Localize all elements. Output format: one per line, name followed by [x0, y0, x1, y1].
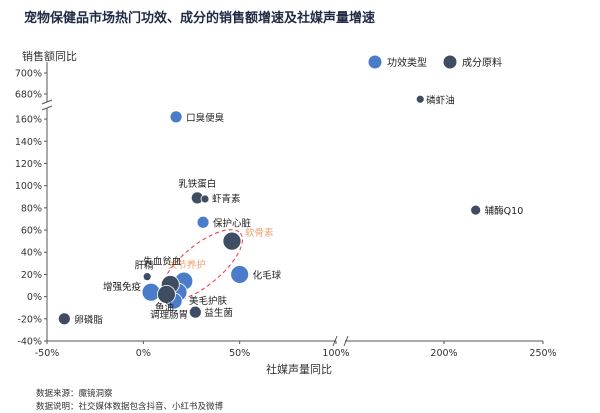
point-label-磷虾油: 磷虾油	[426, 94, 455, 106]
y-tick-label: 680%	[15, 90, 42, 101]
point-保护心脏	[196, 215, 210, 229]
point-口臭便臭	[169, 110, 183, 124]
y-axis-title: 销售额同比	[22, 49, 77, 63]
point-益生菌	[188, 305, 202, 319]
x-tick-label: 100%	[322, 348, 349, 359]
point-label-虾青素: 虾青素	[212, 193, 241, 205]
y-break-mark-2	[41, 105, 53, 111]
source-note: 数据来源：魔镜洞察	[36, 388, 113, 399]
legend-marker-0	[368, 55, 382, 69]
y-tick-label: 100%	[15, 181, 42, 192]
point-label-调理肠胃: 调理肠胃	[150, 310, 188, 321]
point-辅酶Q10	[470, 204, 482, 216]
x-tick-label: 50%	[229, 348, 250, 359]
point-label-增强免疫: 增强免疫	[103, 281, 142, 293]
legend-label-1: 成分原料	[462, 56, 502, 69]
legend-marker-1	[443, 55, 457, 69]
point-label-肝精: 肝精	[135, 260, 155, 272]
point-label-卵磷脂: 卵磷脂	[74, 314, 103, 326]
y-tick-label: 140%	[15, 137, 42, 148]
y-tick-label: 80%	[21, 203, 42, 214]
point-虾青素	[200, 194, 210, 204]
point-label-乳铁蛋白: 乳铁蛋白	[178, 178, 216, 190]
y-tick-label: -20%	[17, 314, 42, 325]
point-磷虾油	[415, 94, 425, 104]
point-label-辅酶Q10: 辅酶Q10	[485, 205, 524, 217]
legend: 功效类型 成分原料	[368, 55, 502, 69]
point-label-口臭便臭: 口臭便臭	[186, 112, 225, 124]
y-tick-label: 120%	[15, 159, 42, 170]
y-tick-label: 40%	[21, 248, 42, 259]
y-break-mark-1	[41, 99, 53, 105]
chart-title: 宠物保健品市场热门功效、成分的销售额增速及社媒声量增速	[24, 10, 375, 26]
x-tick-label: 200%	[430, 348, 457, 359]
x-tick-label: 250%	[529, 348, 556, 359]
axes: 700% 680% 160% 140% 120% 100% 80% 60% 40% 20% 0% -2…	[15, 62, 557, 359]
x-break-mark-2	[343, 335, 349, 347]
y-tick-label: 20%	[21, 270, 42, 281]
point-label-关节养护: 关节养护	[168, 259, 206, 271]
point-label-益生菌: 益生菌	[204, 307, 233, 319]
point-卵磷脂	[57, 312, 71, 326]
point-label-软骨素: 软骨素	[245, 227, 274, 239]
x-tick-label: 0%	[136, 348, 151, 359]
y-tick-label: 0%	[27, 292, 42, 303]
point-肝精	[142, 272, 152, 282]
point-label-保护心脏: 保护心脏	[213, 217, 252, 229]
explain-note: 数据说明：社交媒体数据包含抖音、小红书及微博	[36, 401, 224, 412]
point-化毛球	[230, 265, 250, 284]
y-tick-label: -40%	[17, 337, 42, 348]
point-鱼油	[157, 284, 176, 304]
legend-label-0: 功效类型	[387, 56, 427, 69]
x-tick-label: -50%	[35, 348, 60, 359]
y-tick-label: 60%	[21, 226, 42, 237]
y-tick-label: 160%	[15, 115, 42, 126]
point-软骨素	[222, 231, 242, 251]
point-label-失血贫血: 失血贫血	[143, 255, 182, 267]
x-axis-title: 社媒声量同比	[266, 362, 332, 376]
y-tick-label: 700%	[15, 69, 42, 80]
point-label-化毛球: 化毛球	[253, 269, 282, 281]
x-break-mark-1	[332, 335, 338, 347]
point-label-美毛护肤: 美毛护肤	[189, 295, 228, 307]
point-label-鱼油: 鱼油	[155, 301, 174, 313]
